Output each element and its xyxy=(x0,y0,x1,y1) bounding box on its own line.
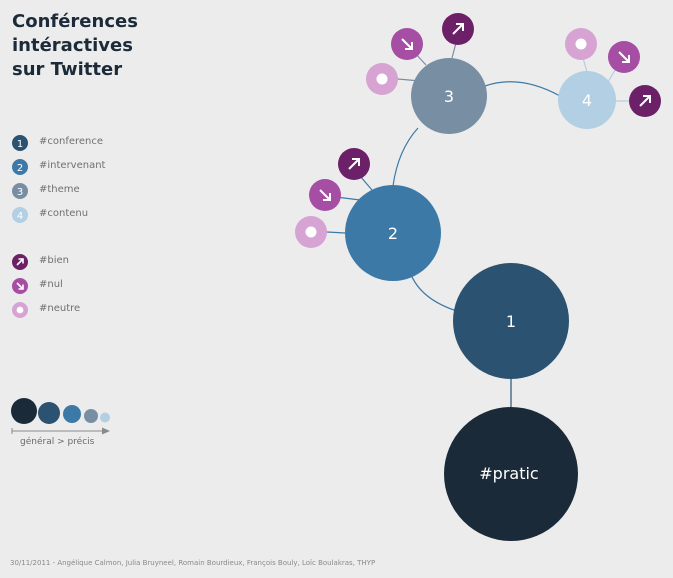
legend-level-num: 1 xyxy=(17,139,23,150)
legend-label: #theme xyxy=(39,184,80,195)
title-line-1: Conférences xyxy=(12,11,138,32)
specificity-scale xyxy=(11,398,110,435)
connector-1-2 xyxy=(409,271,461,313)
legend-label: #neutre xyxy=(39,303,81,314)
connector-3-bien xyxy=(451,42,457,59)
scale-label: général > précis xyxy=(20,437,95,447)
level-4-icon: 4 xyxy=(12,207,28,223)
legend-label: #nul xyxy=(39,279,63,290)
circle-dot-icon xyxy=(575,38,587,50)
scale-dot xyxy=(11,398,37,424)
circle-dot-icon xyxy=(12,302,28,318)
contenu-nul-bubble xyxy=(608,41,640,73)
legend-label: #intervenant xyxy=(39,160,106,171)
connectors xyxy=(326,42,630,408)
node-intervenant: 2 xyxy=(345,185,441,281)
arrow-down-right-icon xyxy=(12,278,28,294)
legend-label: #contenu xyxy=(39,208,89,219)
legend-label: #conference xyxy=(39,136,104,147)
arrow-down-right-icon xyxy=(319,189,331,201)
node-contenu: 4 xyxy=(558,71,616,129)
connector-3-4 xyxy=(484,81,561,97)
circle-dot-icon xyxy=(305,226,317,238)
arrow-down-right-icon xyxy=(618,51,630,63)
connector-2-neutre xyxy=(326,231,346,234)
page-title: Conférences intéractives sur Twitter xyxy=(12,10,212,82)
theme-nul-bubble xyxy=(391,28,423,60)
title-line-2: intéractives xyxy=(12,35,133,56)
contenu-neutre-bubble xyxy=(565,28,597,60)
node-conference: 1 xyxy=(453,263,569,379)
node-contenu-label: 4 xyxy=(582,91,592,110)
contenu-bien-bubble xyxy=(629,85,661,117)
node-theme-label: 3 xyxy=(444,87,454,106)
connector-2-bien xyxy=(359,175,373,191)
arrow-up-right-icon xyxy=(12,254,28,270)
theme-neutre-bubble xyxy=(366,63,398,95)
node-intervenant-label: 2 xyxy=(388,224,398,243)
node-theme: 3 xyxy=(411,58,487,134)
legend-level-num: 2 xyxy=(17,163,23,174)
title-line-3: sur Twitter xyxy=(12,59,123,80)
intervenant-nul-bubble xyxy=(309,179,341,211)
connector-2-3 xyxy=(392,127,419,187)
credits-footer: 30/11/2011 - Angélique Calmon, Julia Bru… xyxy=(10,559,376,567)
connector-4-nul xyxy=(607,69,616,83)
arrow-up-right-icon xyxy=(639,95,651,107)
node-conference-label: 1 xyxy=(506,312,516,331)
intervenant-bien-bubble xyxy=(338,148,370,180)
theme-bien-bubble xyxy=(442,13,474,45)
arrow-up-right-icon xyxy=(452,23,464,35)
legend-level-num: 3 xyxy=(17,187,23,198)
scale-dot xyxy=(63,405,81,423)
legend-label: #bien xyxy=(39,255,69,266)
arrow-up-right-icon xyxy=(348,158,360,170)
level-3-icon: 3 xyxy=(12,183,28,199)
legend-level-num: 4 xyxy=(17,211,23,222)
node-root: #pratic xyxy=(444,407,578,541)
scale-dot xyxy=(100,412,110,423)
level-2-icon: 2 xyxy=(12,159,28,175)
circle-dot-icon xyxy=(376,73,388,85)
arrow-down-right-icon xyxy=(401,38,413,50)
level-1-icon: 1 xyxy=(12,135,28,151)
scale-dot xyxy=(84,409,98,423)
node-root-label: #pratic xyxy=(479,464,538,483)
connector-4-neutre xyxy=(582,57,588,73)
intervenant-neutre-bubble xyxy=(295,216,327,248)
scale-arrowhead xyxy=(102,427,110,435)
scale-dot xyxy=(38,402,60,424)
